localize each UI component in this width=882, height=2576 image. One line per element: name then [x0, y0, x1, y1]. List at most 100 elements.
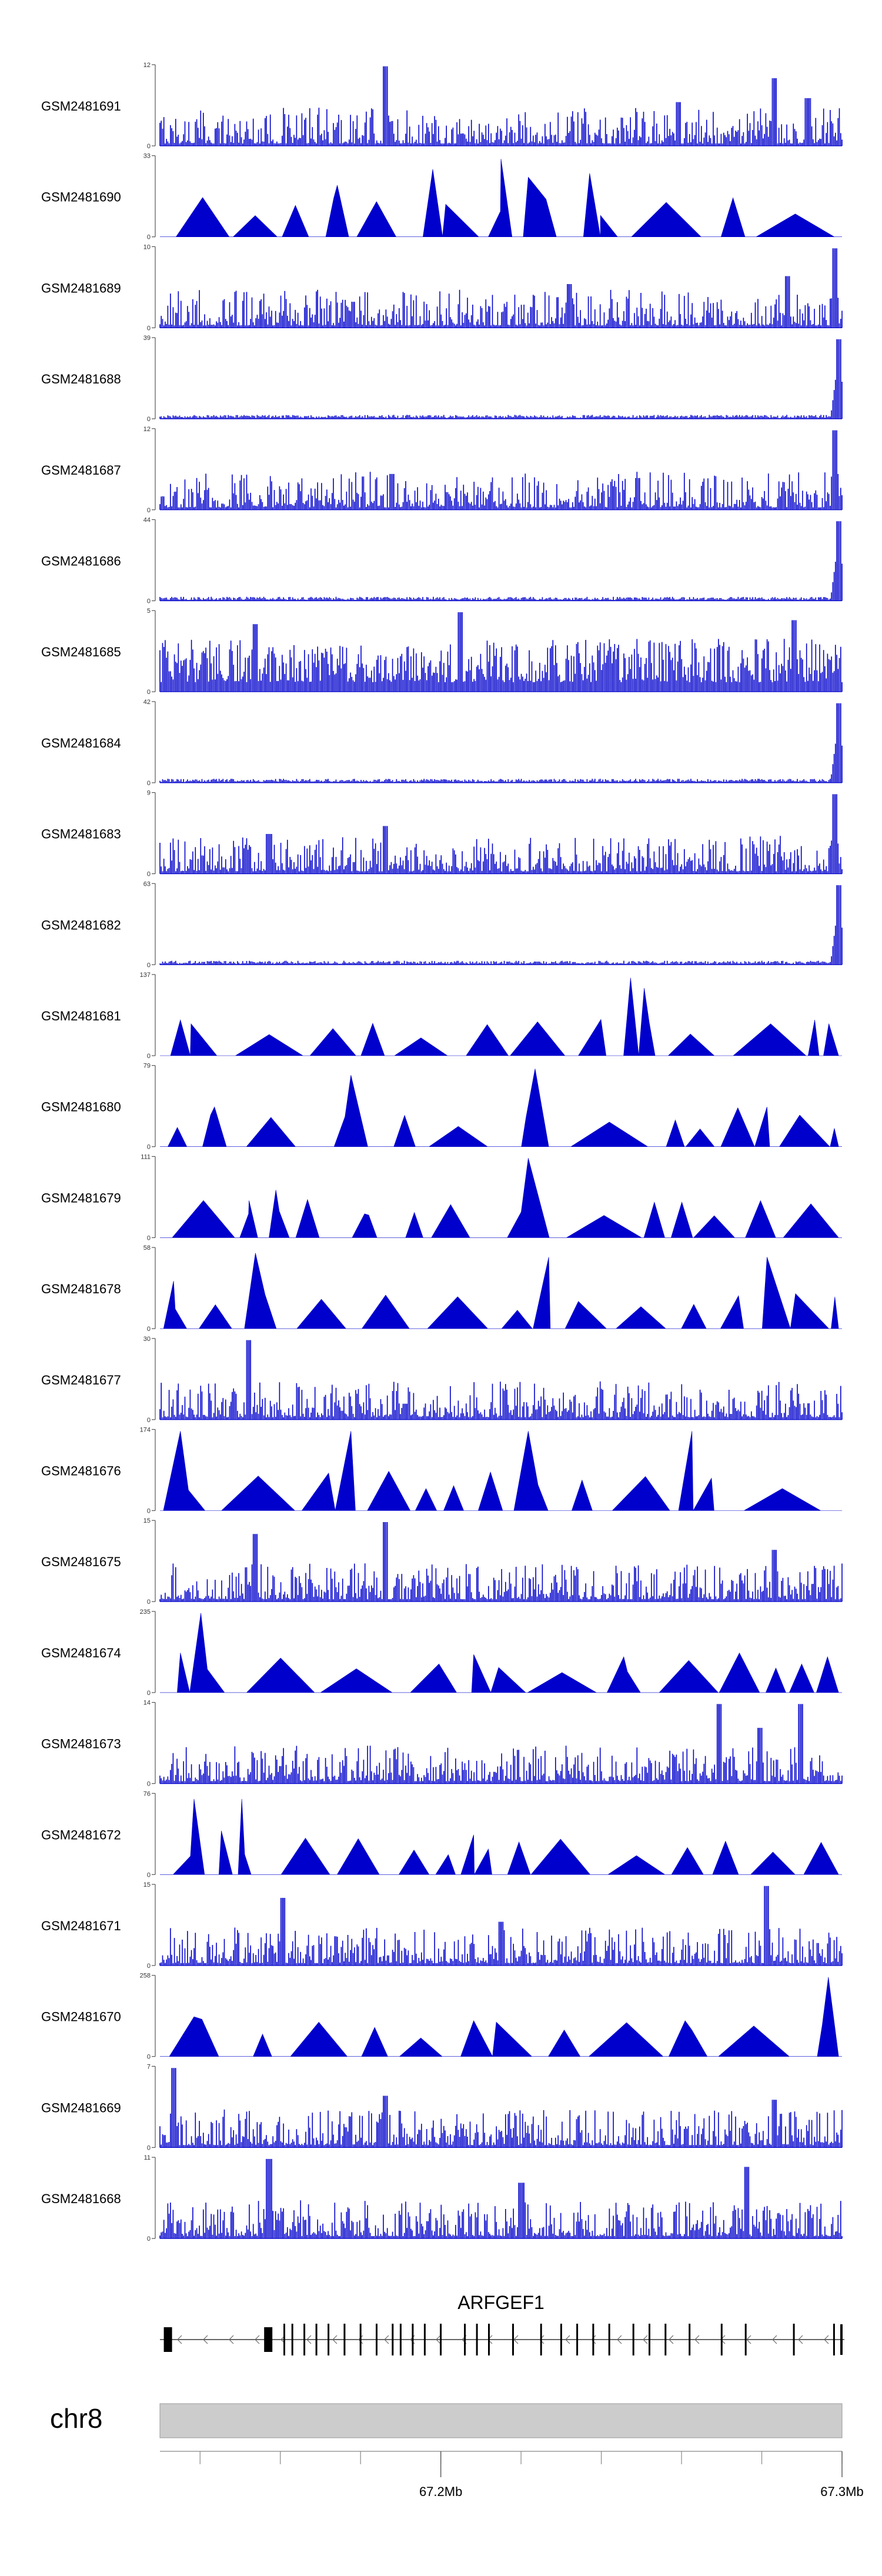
- y-max-label: 58: [143, 1244, 151, 1252]
- strand-arrow: [539, 2335, 544, 2344]
- strand-arrow: [255, 2335, 260, 2344]
- y-max-label: 12: [143, 62, 151, 69]
- track-GSM2481677: GSM2481677 30 0: [41, 1336, 843, 1424]
- track-GSM2481685: GSM2481685 5 0: [41, 608, 843, 696]
- exon: [328, 2324, 330, 2355]
- exon: [720, 2324, 723, 2355]
- y-max-label: 258: [140, 1973, 151, 1980]
- y-min-label: 0: [147, 1144, 151, 1151]
- exon: [576, 2324, 579, 2355]
- y-min-label: 0: [147, 1963, 151, 1970]
- y-min-label: 0: [147, 507, 151, 514]
- y-max-label: 14: [143, 1700, 151, 1707]
- y-max-label: 5: [147, 608, 151, 615]
- track-GSM2481691: GSM2481691 12 0: [41, 62, 843, 150]
- y-max-label: 44: [143, 517, 151, 524]
- y-min-label: 0: [147, 1417, 151, 1424]
- exon: [833, 2324, 835, 2355]
- y-min-label: 0: [147, 325, 151, 332]
- track-label: GSM2481690: [41, 190, 121, 205]
- track-GSM2481686: GSM2481686 44 0: [41, 517, 843, 605]
- strand-arrow: [306, 2335, 312, 2344]
- track-label: GSM2481684: [41, 736, 121, 750]
- y-max-label: 15: [143, 1517, 151, 1524]
- y-min-label: 0: [147, 1053, 151, 1060]
- y-max-label: 7: [147, 2063, 151, 2070]
- y-max-label: 79: [143, 1063, 151, 1070]
- exon: [376, 2324, 377, 2355]
- exon: [283, 2324, 285, 2355]
- axis-tick-label: 67.3Mb: [820, 2484, 863, 2499]
- exon: [689, 2324, 691, 2355]
- track-GSM2481687: GSM2481687 12 0: [41, 426, 843, 514]
- track-label: GSM2481685: [41, 645, 121, 659]
- track-label: GSM2481686: [41, 554, 121, 569]
- exon: [592, 2324, 594, 2355]
- exon: [399, 2324, 402, 2355]
- coverage-signal: [159, 430, 843, 510]
- strand-arrow: [229, 2335, 234, 2344]
- y-max-label: 12: [143, 426, 151, 433]
- exon: [163, 2327, 172, 2352]
- track-GSM2481682: GSM2481682 63 0: [41, 880, 843, 969]
- exon: [793, 2324, 795, 2355]
- y-min-label: 0: [147, 143, 151, 150]
- y-max-label: 30: [143, 1336, 151, 1343]
- coverage-signal: [159, 2068, 843, 2148]
- strand-arrow: [384, 2335, 389, 2344]
- track-GSM2481683: GSM2481683 9 0: [41, 790, 843, 878]
- strand-arrow: [772, 2335, 777, 2344]
- track-label: GSM2481691: [41, 99, 121, 114]
- track-GSM2481675: GSM2481675 15 0: [41, 1517, 843, 1606]
- exon: [264, 2327, 273, 2352]
- strand-arrow: [591, 2335, 596, 2344]
- track-label: GSM2481673: [41, 1737, 121, 1751]
- exon: [303, 2324, 306, 2355]
- track-GSM2481674: GSM2481674 235 0: [41, 1609, 842, 1697]
- exon: [840, 2324, 843, 2355]
- track-label: GSM2481677: [41, 1373, 121, 1387]
- exon: [423, 2324, 426, 2355]
- y-max-label: 42: [143, 699, 151, 706]
- y-min-label: 0: [147, 1871, 151, 1878]
- track-label: GSM2481670: [41, 2010, 121, 2024]
- y-max-label: 111: [141, 1153, 151, 1160]
- coverage-area: [160, 1977, 842, 2057]
- strand-arrow: [694, 2335, 700, 2344]
- strand-arrow: [617, 2335, 622, 2344]
- exon: [392, 2324, 394, 2355]
- track-GSM2481680: GSM2481680 79 0: [41, 1063, 842, 1151]
- track-label: GSM2481689: [41, 281, 121, 295]
- coverage-area: [160, 977, 842, 1056]
- coverage-area: [160, 159, 842, 237]
- y-min-label: 0: [147, 962, 151, 969]
- y-max-label: 235: [140, 1609, 151, 1616]
- exon: [664, 2324, 667, 2355]
- exon: [476, 2324, 478, 2355]
- y-min-label: 0: [147, 1781, 151, 1788]
- y-min-label: 0: [147, 1326, 151, 1333]
- chromosome-label: chr8: [50, 2403, 102, 2434]
- strand-arrow: [436, 2335, 441, 2344]
- strand-arrow: [643, 2335, 648, 2344]
- track-GSM2481681: GSM2481681 137 0: [41, 972, 842, 1060]
- track-GSM2481684: GSM2481684 42 0: [41, 699, 843, 787]
- y-max-label: 76: [143, 1790, 151, 1797]
- exon: [488, 2324, 490, 2355]
- track-label: GSM2481671: [41, 1918, 121, 1933]
- exon: [512, 2324, 514, 2355]
- coverage-signal: [159, 703, 843, 783]
- y-min-label: 0: [147, 689, 151, 696]
- track-label: GSM2481678: [41, 1282, 121, 1296]
- track-label: GSM2481687: [41, 463, 121, 478]
- track-GSM2481668: GSM2481668 11 0: [41, 2154, 843, 2243]
- y-max-label: 137: [140, 972, 151, 979]
- axis-tick-label: 67.2Mb: [419, 2484, 462, 2499]
- y-min-label: 0: [147, 2235, 151, 2243]
- y-min-label: 0: [147, 1234, 151, 1242]
- track-GSM2481689: GSM2481689 10 0: [41, 243, 843, 332]
- coverage-area: [160, 1069, 842, 1147]
- y-max-label: 15: [143, 1881, 151, 1888]
- exon: [744, 2324, 747, 2355]
- exon: [464, 2324, 466, 2355]
